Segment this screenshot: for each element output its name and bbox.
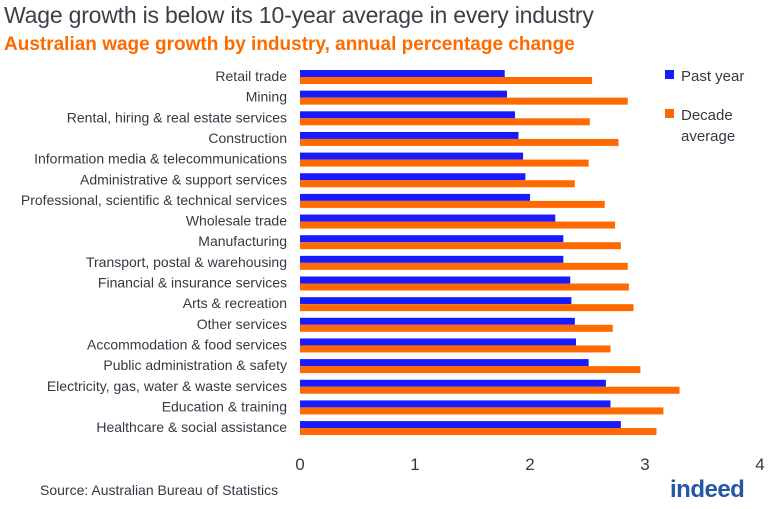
bar-past-year	[300, 193, 530, 201]
bar-decade-average	[300, 118, 590, 126]
bar-decade-average	[300, 221, 616, 229]
bar-decade-average	[300, 159, 589, 167]
category-label: Rental, hiring & real estate services	[67, 109, 287, 125]
bar-past-year	[300, 421, 621, 429]
bar-decade-average	[300, 200, 605, 208]
bar-decade-average	[300, 138, 619, 146]
category-label: Manufacturing	[198, 233, 287, 249]
bar-past-year	[300, 338, 576, 346]
source-note: Source: Australian Bureau of Statistics	[40, 482, 279, 498]
chart-title: Wage growth is below its 10-year average…	[4, 2, 594, 28]
category-label: Transport, postal & warehousing	[86, 254, 287, 270]
bar-decade-average	[300, 262, 628, 270]
legend-swatch-decade-average	[665, 109, 674, 118]
bar-past-year	[300, 359, 589, 367]
bar-decade-average	[300, 324, 613, 332]
bar-past-year	[300, 152, 524, 160]
legend-label-decade: Decade	[681, 107, 733, 124]
category-label: Other services	[197, 316, 287, 332]
bar-past-year	[300, 131, 519, 139]
category-label: Electricity, gas, water & waste services	[47, 378, 287, 394]
bar-past-year	[300, 400, 611, 408]
bar-decade-average	[300, 345, 611, 353]
bar-decade-average	[300, 242, 621, 250]
bar-decade-average	[300, 428, 657, 436]
category-label: Administrative & support services	[80, 171, 287, 187]
x-tick-label: 1	[410, 455, 419, 474]
bar-past-year	[300, 276, 571, 284]
category-label: Education & training	[162, 398, 287, 414]
category-label: Mining	[246, 89, 287, 105]
bar-decade-average	[300, 283, 629, 291]
bar-decade-average	[300, 386, 680, 394]
bar-decade-average	[300, 77, 593, 84]
bar-decade-average	[300, 97, 628, 105]
bar-past-year	[300, 235, 564, 243]
category-label: Financial & insurance services	[98, 275, 287, 291]
category-label: Construction	[208, 130, 287, 146]
bar-decade-average	[300, 366, 641, 374]
category-label: Public administration & safety	[103, 357, 287, 373]
category-label: Healthcare & social assistance	[96, 419, 287, 435]
x-tick-label: 3	[640, 455, 649, 474]
bar-past-year	[300, 111, 516, 119]
bar-decade-average	[300, 180, 575, 188]
category-label: Arts & recreation	[183, 295, 287, 311]
legend-label-average: average	[681, 128, 736, 145]
bar-past-year	[300, 297, 572, 305]
bar-decade-average	[300, 407, 664, 415]
bar-past-year	[300, 70, 505, 77]
category-label: Accommodation & food services	[87, 336, 287, 352]
chart-subtitle: Australian wage growth by industry, annu…	[4, 34, 575, 55]
bar-past-year	[300, 317, 575, 325]
category-label: Retail trade	[215, 68, 287, 84]
bar-decade-average	[300, 304, 634, 312]
bar-past-year	[300, 214, 556, 222]
x-tick-label: 4	[755, 455, 764, 474]
legend-label-past-year: Past year	[681, 68, 745, 85]
bar-past-year	[300, 90, 507, 98]
bar-past-year	[300, 255, 564, 263]
bar-past-year	[300, 173, 526, 181]
indeed-logo: indeed	[670, 476, 745, 503]
legend-swatch-past-year	[665, 70, 674, 79]
x-tick-label: 2	[525, 455, 534, 474]
x-tick-label: 0	[295, 455, 304, 474]
bar-past-year	[300, 379, 606, 387]
category-label: Information media & telecommunications	[34, 151, 287, 167]
category-label: Wholesale trade	[186, 213, 287, 229]
category-label: Professional, scientific & technical ser…	[21, 192, 287, 208]
